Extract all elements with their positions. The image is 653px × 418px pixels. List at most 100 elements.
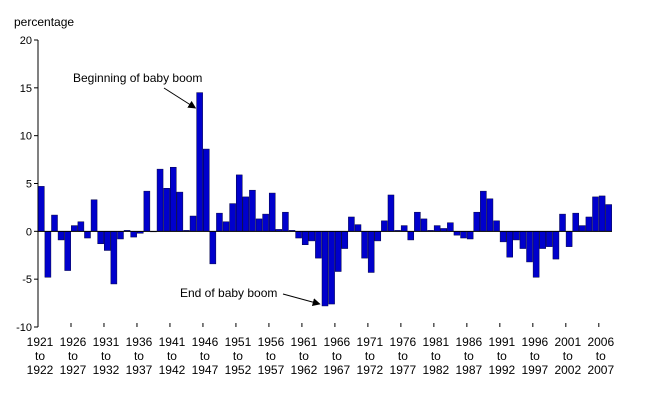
bar <box>334 231 342 272</box>
bar <box>90 199 98 232</box>
bar <box>268 192 276 232</box>
x-tick-label-to: to <box>101 349 111 363</box>
bar <box>242 196 250 232</box>
x-tick-label-end: 1957 <box>258 363 285 377</box>
x-tick-label-start: 2006 <box>587 335 614 349</box>
x-tick-label-to: to <box>596 349 606 363</box>
bar <box>513 231 520 241</box>
x-tick-label-end: 1967 <box>324 363 351 377</box>
bar <box>539 231 546 249</box>
x-tick-label-start: 1956 <box>258 335 285 349</box>
x-tick-label-start: 1926 <box>60 335 87 349</box>
x-tick-label-end: 2007 <box>587 363 614 377</box>
bar <box>143 190 151 232</box>
x-tick-label-to: to <box>530 349 540 363</box>
x-tick-label-start: 1976 <box>390 335 417 349</box>
y-tick-label: -10 <box>16 322 32 334</box>
bar-series <box>38 92 612 307</box>
annotation-end-baby-boom: End of baby boom <box>180 286 277 300</box>
bar <box>38 186 45 232</box>
bar <box>229 203 236 232</box>
x-tick-label-end: 1992 <box>488 363 515 377</box>
x-tick-label-to: to <box>134 349 144 363</box>
x-tick-label-start: 1951 <box>225 335 252 349</box>
bar <box>572 212 579 232</box>
y-tick-label: 20 <box>20 35 32 47</box>
y-tick-label: 15 <box>20 83 32 95</box>
bar <box>466 231 474 240</box>
bar <box>348 216 355 232</box>
x-tick-label-end: 2002 <box>554 363 581 377</box>
bar <box>341 231 349 249</box>
x-tick-label-to: to <box>167 349 177 363</box>
bar <box>519 231 527 249</box>
x-tick-label-to: to <box>431 349 441 363</box>
x-tick-label-to: to <box>332 349 342 363</box>
bar <box>321 231 329 307</box>
x-tick-label-to: to <box>266 349 276 363</box>
bar <box>400 225 408 232</box>
bar <box>202 148 210 232</box>
annotation-beginning-baby-boom: Beginning of baby boom <box>73 71 202 85</box>
bar <box>486 198 494 232</box>
x-tick-label-start: 1981 <box>423 335 450 349</box>
bar <box>170 166 177 232</box>
x-tick-label-to: to <box>497 349 507 363</box>
y-axis-label: percentage <box>14 15 74 29</box>
annotation-arrow <box>282 293 321 307</box>
bar <box>308 231 316 242</box>
bar <box>506 231 513 258</box>
y-tick-label: -5 <box>22 274 32 286</box>
y-tick-label: 0 <box>26 226 32 238</box>
x-tick-label-to: to <box>233 349 243 363</box>
x-tick-label-end: 1997 <box>521 363 548 377</box>
bar <box>453 231 461 236</box>
x-tick-label-to: to <box>299 349 309 363</box>
x-tick-label-to: to <box>68 349 78 363</box>
bar <box>295 231 302 239</box>
y-tick-label: 10 <box>20 131 32 143</box>
bar <box>44 231 52 278</box>
bar <box>598 195 606 232</box>
annotations: Beginning of baby boom End of baby boom <box>73 71 321 307</box>
bar <box>262 213 269 232</box>
bar <box>546 231 553 247</box>
bar <box>559 213 566 232</box>
bar <box>249 189 256 232</box>
x-tick-label-start: 1931 <box>93 335 120 349</box>
bar <box>387 194 395 232</box>
bar <box>605 204 612 232</box>
x-tick-label-end: 1932 <box>93 363 120 377</box>
bar <box>255 218 263 232</box>
bar <box>104 231 111 251</box>
x-tick-label-end: 1972 <box>357 363 384 377</box>
bar <box>222 221 230 232</box>
bar <box>51 214 58 232</box>
x-tick-label-end: 1937 <box>126 363 153 377</box>
bar <box>585 216 593 232</box>
bar <box>473 211 480 232</box>
bar <box>176 191 184 232</box>
bar <box>315 231 322 259</box>
bar <box>420 218 428 232</box>
bar <box>460 231 467 239</box>
x-tick-label-end: 1987 <box>455 363 482 377</box>
bar <box>163 188 170 232</box>
bar <box>354 224 362 232</box>
bar <box>565 231 573 247</box>
bar <box>84 231 91 239</box>
x-tick-label-end: 1952 <box>225 363 252 377</box>
x-tick-label-to: to <box>398 349 408 363</box>
x-tick-label-end: 1942 <box>159 363 186 377</box>
x-tick-label-start: 1966 <box>324 335 351 349</box>
bar <box>235 174 243 232</box>
x-tick-label-start: 1936 <box>126 335 153 349</box>
bar <box>381 220 388 232</box>
bar <box>57 231 65 241</box>
x-tick-label-start: 1921 <box>27 335 54 349</box>
bar <box>493 220 500 232</box>
bar <box>480 190 487 232</box>
x-tick-label-end: 1922 <box>27 363 54 377</box>
x-tick-label-start: 1946 <box>192 335 219 349</box>
